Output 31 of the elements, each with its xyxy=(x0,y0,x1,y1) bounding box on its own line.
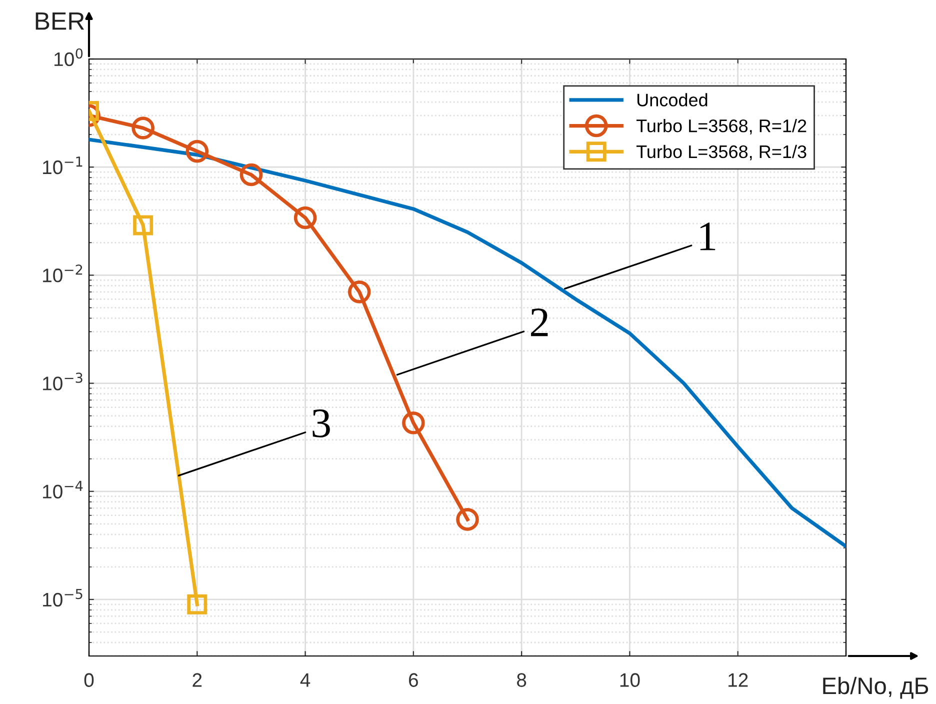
annotation: 2 xyxy=(530,308,548,336)
point xyxy=(132,116,154,140)
y-tick-label: 10$^{−4}$ xyxy=(43,480,83,498)
x-tick-label: 6 xyxy=(409,673,418,687)
point xyxy=(348,280,371,304)
annotation: 3 xyxy=(312,409,330,438)
point xyxy=(133,215,154,236)
point xyxy=(240,163,263,186)
point xyxy=(402,412,425,434)
x-tick-label: 0 xyxy=(84,673,94,687)
x-tick-label: 12 xyxy=(728,673,748,687)
legend-label: Uncoded xyxy=(637,93,708,106)
annotation: 1 xyxy=(700,222,716,250)
point xyxy=(456,508,479,531)
point xyxy=(186,140,209,163)
point xyxy=(294,206,317,230)
y-axis-title: BER xyxy=(36,12,84,30)
x-tick-label: 4 xyxy=(300,673,310,687)
legend-label: Turbo L=3568, R=1/3 xyxy=(636,144,806,160)
legend-label: Turbo L=3568, R=1/2 xyxy=(636,119,806,134)
y-tick-label: 10$^{0}$ xyxy=(54,48,83,66)
y-tick-label: 10$^{−5}$ xyxy=(43,589,82,607)
y-tick-label: 10$^{−1}$ xyxy=(43,156,82,174)
y-tick-label: 10$^{−3}$ xyxy=(43,372,82,390)
line-series xyxy=(89,138,846,548)
y-tick-label: 10$^{−2}$ xyxy=(43,264,82,282)
x-tick-label: 2 xyxy=(192,673,202,687)
x-tick-label: 10 xyxy=(620,673,640,687)
x-axis-title: Eb/No, дБ xyxy=(823,676,928,699)
point xyxy=(187,594,208,614)
x-tick-label: 8 xyxy=(517,673,526,687)
